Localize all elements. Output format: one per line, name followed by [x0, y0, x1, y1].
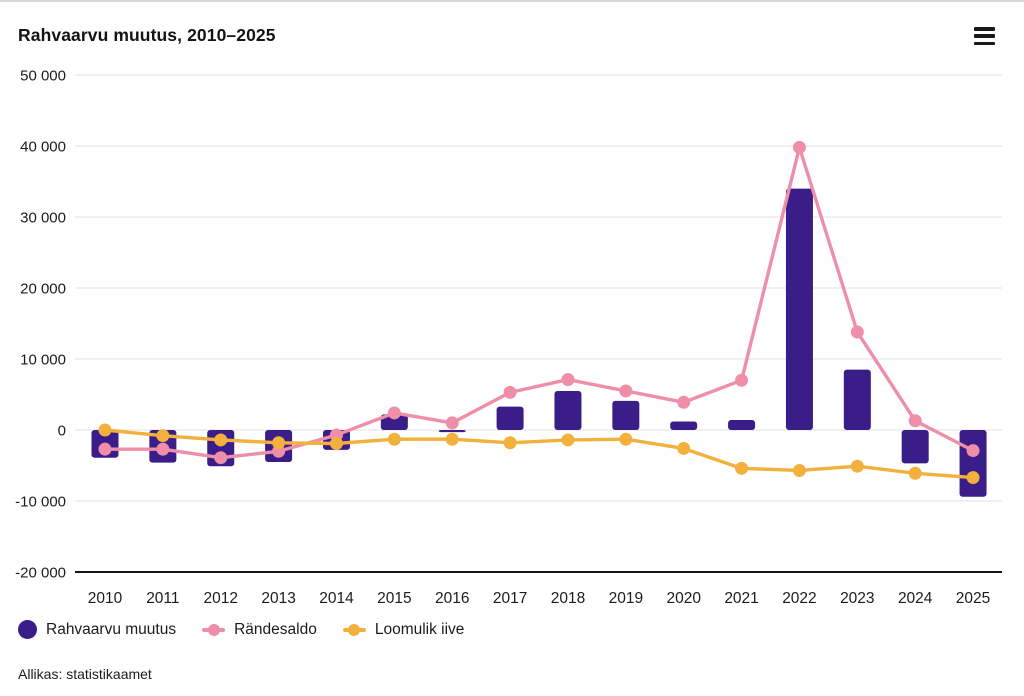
legend-label: Rändesaldo	[234, 620, 317, 638]
y-tick-label: 10 000	[20, 352, 66, 369]
legend-item-rahvaarvu-muutus[interactable]: Rahvaarvu muutus	[18, 620, 176, 639]
point-2021[interactable]	[735, 461, 749, 475]
point-2021[interactable]	[735, 373, 749, 387]
point-2015[interactable]	[387, 432, 401, 446]
point-2016[interactable]	[445, 416, 459, 430]
bar-2017[interactable]	[496, 406, 524, 430]
y-tick-label: 50 000	[20, 68, 66, 85]
x-tick-label: 2025	[956, 590, 990, 607]
point-2012[interactable]	[214, 433, 228, 447]
x-tick-label: 2014	[319, 590, 354, 607]
x-tick-label: 2012	[203, 590, 237, 607]
y-tick-label: 40 000	[20, 139, 66, 156]
point-2024[interactable]	[908, 414, 922, 428]
line-loomulik-iive	[104, 428, 974, 480]
bar-2023[interactable]	[843, 369, 871, 430]
point-2020[interactable]	[677, 395, 691, 409]
point-2019[interactable]	[619, 432, 633, 446]
point-2010[interactable]	[98, 423, 112, 437]
point-2010[interactable]	[98, 442, 112, 456]
x-tick-label: 2023	[840, 590, 874, 607]
bar-2020[interactable]	[670, 421, 698, 430]
point-2024[interactable]	[908, 466, 922, 480]
x-tick-label: 2018	[551, 590, 585, 607]
point-2018[interactable]	[561, 373, 575, 387]
point-2011[interactable]	[156, 442, 170, 456]
point-2025[interactable]	[966, 471, 980, 485]
y-tick-label: -20 000	[15, 565, 66, 582]
point-2011[interactable]	[156, 429, 170, 443]
x-tick-label: 2024	[898, 590, 933, 607]
x-tick-label: 2020	[666, 590, 701, 607]
chart-legend: Rahvaarvu muutus Rändesaldo Loomulik iiv…	[18, 620, 464, 639]
point-2014[interactable]	[329, 436, 343, 450]
x-tick-label: 2016	[435, 590, 469, 607]
point-2017[interactable]	[503, 385, 517, 399]
point-2017[interactable]	[503, 436, 517, 450]
point-2023[interactable]	[850, 459, 864, 473]
x-tick-label: 2013	[261, 590, 295, 607]
point-2015[interactable]	[387, 406, 401, 420]
legend-item-loomulik-iive[interactable]: Loomulik iive	[342, 620, 465, 639]
bar-2019[interactable]	[612, 400, 640, 430]
hamburger-bar	[974, 41, 995, 45]
point-2019[interactable]	[619, 384, 633, 398]
hamburger-bar	[974, 27, 995, 31]
point-2012[interactable]	[214, 451, 228, 465]
x-tick-label: 2011	[146, 590, 179, 607]
y-tick-label: -10 000	[15, 494, 66, 511]
line-r-ndesaldo	[105, 145, 974, 460]
bar-2021[interactable]	[728, 420, 756, 430]
x-tick-label: 2021	[724, 590, 758, 607]
bar-2018[interactable]	[554, 390, 582, 430]
point-2022[interactable]	[792, 140, 806, 154]
legend-item-randesaldo[interactable]: Rändesaldo	[202, 621, 317, 639]
bar-2016[interactable]	[438, 430, 466, 433]
point-2023[interactable]	[850, 325, 864, 339]
point-2020[interactable]	[677, 441, 691, 455]
point-2022[interactable]	[792, 463, 806, 477]
hamburger-menu-icon[interactable]	[974, 27, 996, 45]
bar-2025[interactable]	[959, 430, 987, 497]
line-dot-series-marker	[342, 623, 366, 636]
y-tick-label: 20 000	[20, 281, 66, 298]
hamburger-bar	[974, 34, 995, 38]
point-2025[interactable]	[966, 444, 980, 458]
x-tick-label: 2019	[609, 590, 643, 607]
chart-title: Rahvaarvu muutus, 2010–2025	[18, 25, 276, 45]
legend-label: Loomulik iive	[374, 620, 465, 638]
x-tick-label: 2015	[377, 590, 411, 607]
point-2018[interactable]	[561, 433, 575, 447]
x-tick-label: 2010	[88, 590, 123, 607]
bar-series-marker	[18, 620, 37, 639]
bar-2024[interactable]	[901, 430, 929, 464]
legend-label: Rahvaarvu muutus	[46, 620, 177, 638]
y-tick-label: 30 000	[20, 210, 66, 227]
bar-2022[interactable]	[785, 188, 813, 430]
point-2016[interactable]	[445, 432, 459, 446]
source-note: Allikas: statistikaamet	[18, 666, 152, 682]
bar-2015[interactable]	[380, 414, 408, 430]
x-tick-label: 2022	[782, 590, 816, 607]
line-dot-series-marker	[202, 623, 226, 636]
y-tick-label: 0	[58, 423, 66, 440]
x-tick-label: 2017	[493, 590, 527, 607]
point-2013[interactable]	[272, 436, 286, 450]
